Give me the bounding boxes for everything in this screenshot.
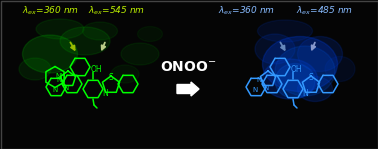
Text: $\lambda_{ex}$=545 nm: $\lambda_{ex}$=545 nm [88,5,145,17]
Ellipse shape [257,20,313,42]
FancyArrow shape [177,82,199,96]
Text: S: S [108,73,113,82]
Ellipse shape [19,58,51,80]
Ellipse shape [262,37,338,91]
Ellipse shape [297,37,342,72]
Text: N: N [253,87,258,93]
Text: N: N [102,89,108,97]
Ellipse shape [297,76,333,101]
Ellipse shape [325,56,355,82]
Text: $\lambda_{ex}$=485 nm: $\lambda_{ex}$=485 nm [296,5,353,17]
Text: $\lambda_{ex}$=360 nm: $\lambda_{ex}$=360 nm [218,5,275,17]
Text: OH: OH [90,65,102,73]
Ellipse shape [275,63,315,98]
Ellipse shape [138,27,163,42]
Text: N: N [63,84,68,90]
Ellipse shape [121,43,159,65]
Ellipse shape [82,22,118,40]
Text: S: S [308,73,313,82]
Text: NH: NH [56,73,66,80]
Ellipse shape [36,19,84,39]
Text: N: N [263,84,268,90]
Text: N: N [53,87,57,93]
Ellipse shape [262,59,318,99]
Ellipse shape [255,34,295,64]
Ellipse shape [23,35,77,73]
Text: N: N [256,77,262,83]
Ellipse shape [111,65,139,83]
Text: ONOO$^{-}$: ONOO$^{-}$ [160,60,217,74]
Ellipse shape [60,27,110,55]
Text: OH: OH [290,65,302,73]
Text: N: N [302,89,308,97]
Ellipse shape [275,46,335,96]
Text: $\lambda_{ex}$=360 nm: $\lambda_{ex}$=360 nm [22,5,79,17]
Text: N: N [56,77,62,83]
